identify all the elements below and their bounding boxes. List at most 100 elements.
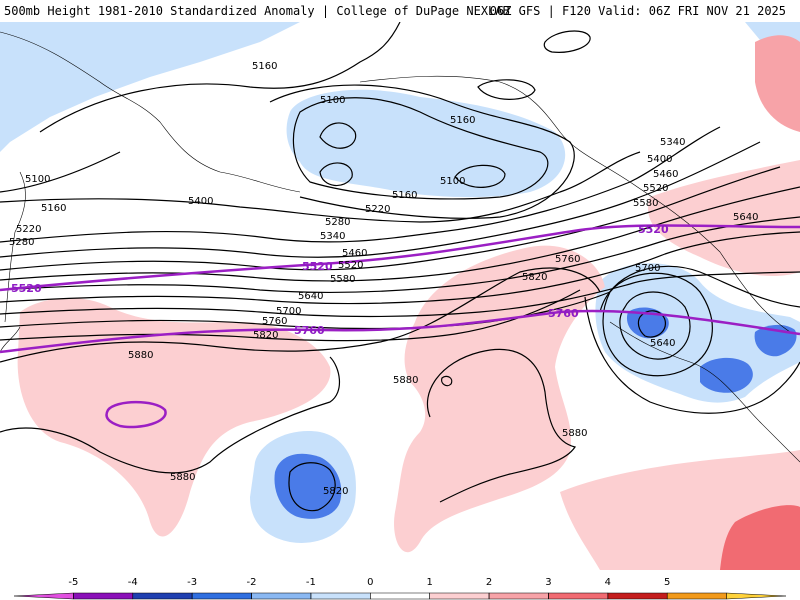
- label-5580: 5580: [330, 274, 355, 285]
- climo-5520-line: [0, 224, 800, 292]
- contour-5580: [0, 231, 800, 305]
- contour-sw-low-mid: [619, 291, 691, 360]
- legend-tick-label: 5: [664, 577, 670, 588]
- label-5640-sw-low: 5640: [650, 338, 675, 349]
- contour-low-closed-b: [319, 162, 353, 186]
- pos-anomaly-northeast: [648, 160, 800, 277]
- label-5460-east: 5460: [653, 169, 678, 180]
- contour-sw-low-outer: [602, 272, 713, 377]
- contour-5820-closed-sw: [288, 462, 336, 512]
- contour-5160-low: [269, 84, 575, 219]
- label-5100-low-south: 5100: [440, 176, 465, 187]
- label-5820-north: 5820: [522, 272, 547, 283]
- label-5640: 5640: [298, 291, 323, 302]
- legend-bin: [73, 592, 134, 600]
- climo-label-5760-east: 5760: [548, 307, 579, 320]
- legend-bin: [132, 592, 193, 600]
- header-bar: 500mb Height 1981-2010 Standardized Anom…: [0, 0, 800, 22]
- neg-anomaly-nw: [0, 22, 300, 152]
- climo-5760-line: [0, 309, 800, 354]
- label-5220-west: 5220: [16, 224, 41, 235]
- legend-bin: [666, 592, 727, 600]
- contour-sw-low-inner: [637, 310, 667, 338]
- legend-tick-label: 3: [545, 577, 551, 588]
- label-5460: 5460: [342, 248, 367, 259]
- contour-5820-east: [584, 296, 800, 414]
- legend-bin: [548, 592, 609, 600]
- climo-label-5520-mid: 5520: [302, 260, 333, 273]
- label-5760: 5760: [262, 316, 287, 327]
- contour-low-closed-a: [319, 122, 357, 149]
- climo-label-5520-east: 5520: [638, 223, 669, 236]
- label-5400-east: 5400: [647, 154, 672, 165]
- label-5100-low-north: 5100: [320, 95, 345, 106]
- contour-5880-closed: [441, 375, 453, 387]
- contour-5160-north: [39, 22, 401, 133]
- legend-tick-label: -4: [128, 577, 138, 588]
- contour-5220: [0, 151, 641, 223]
- climo-label-5760-mid: 5760: [294, 324, 325, 337]
- label-5880-central: 5880: [393, 375, 418, 386]
- climo-label-5520-west: 5520: [11, 282, 42, 295]
- label-5700-east: 5700: [635, 263, 660, 274]
- contour-sw-low-wide: [599, 265, 800, 313]
- contour-5280: [0, 126, 721, 243]
- legend-bin: [607, 592, 668, 600]
- legend-tick-label: 2: [486, 577, 492, 588]
- label-5160-north: 5160: [252, 61, 277, 72]
- label-5820-closed: 5820: [323, 486, 348, 497]
- label-5880-east: 5880: [562, 428, 587, 439]
- contour-top-closed-b: [477, 79, 536, 100]
- contour-5400: [0, 166, 781, 271]
- pos-anomaly-central-pacific: [394, 245, 605, 553]
- pos-anomaly-strong-south: [720, 505, 800, 570]
- color-legend: -5 -4 -3 -2 -1 0 1 2 3 4 5: [0, 570, 800, 600]
- label-5520: 5520: [338, 260, 363, 271]
- contour-5460: [0, 186, 800, 282]
- climo-5760-closed: [105, 400, 167, 429]
- anomaly-map[interactable]: 5160 5100 5160 5100 5160 5220 5280 5340 …: [0, 22, 800, 570]
- legend-bin: [310, 592, 371, 600]
- label-5880-sw: 5880: [170, 472, 195, 483]
- legend-bin: [370, 592, 430, 600]
- pos-anomaly-west-pacific: [17, 297, 331, 537]
- label-5160-west: 5160: [41, 203, 66, 214]
- contour-5100-west: [0, 151, 121, 193]
- label-5820: 5820: [253, 330, 278, 341]
- label-5400: 5400: [188, 196, 213, 207]
- label-5220: 5220: [365, 204, 390, 215]
- legend-tick-label: -5: [68, 577, 78, 588]
- label-5640-east: 5640: [733, 212, 758, 223]
- legend-tick-label: -2: [247, 577, 257, 588]
- contour-5880-west: [0, 356, 340, 474]
- contour-low-closed-c: [454, 164, 506, 188]
- contour-5100-low: [292, 97, 549, 200]
- contour-labels: 5160 5100 5160 5100 5160 5220 5280 5340 …: [9, 61, 758, 497]
- legend-bin: [251, 592, 312, 600]
- climatology-lines: [0, 224, 800, 429]
- label-5160-low-south: 5160: [392, 190, 417, 201]
- label-5160-low-east: 5160: [450, 115, 475, 126]
- climatology-labels: 5520 5520 5520 5760 5760: [11, 223, 669, 337]
- model-valid-time: 06Z GFS | F120 Valid: 06Z FRI NOV 21 202…: [489, 4, 786, 18]
- neg-anomaly-strong-texas: [700, 357, 753, 393]
- legend-tick-label: 4: [605, 577, 611, 588]
- contour-5820: [0, 267, 601, 363]
- pos-anomaly-ne-corner: [755, 35, 800, 132]
- contour-5760: [0, 289, 581, 342]
- label-5880-west: 5880: [128, 350, 153, 361]
- legend-bin: [13, 592, 74, 600]
- legend-bin: [726, 592, 787, 600]
- legend-tick-label: 1: [427, 577, 433, 588]
- label-5280-west: 5280: [9, 237, 34, 248]
- height-contours: [0, 22, 800, 512]
- legend-tick-label: 0: [367, 577, 373, 588]
- contour-top-closed: [543, 30, 591, 53]
- label-5760-north: 5760: [555, 254, 580, 265]
- label-5280: 5280: [325, 217, 350, 228]
- map-title: 500mb Height 1981-2010 Standardized Anom…: [4, 4, 510, 18]
- legend-tick-label: -1: [306, 577, 316, 588]
- legend-bin: [488, 592, 549, 600]
- label-5580-east: 5580: [633, 198, 658, 209]
- label-5340: 5340: [320, 231, 345, 242]
